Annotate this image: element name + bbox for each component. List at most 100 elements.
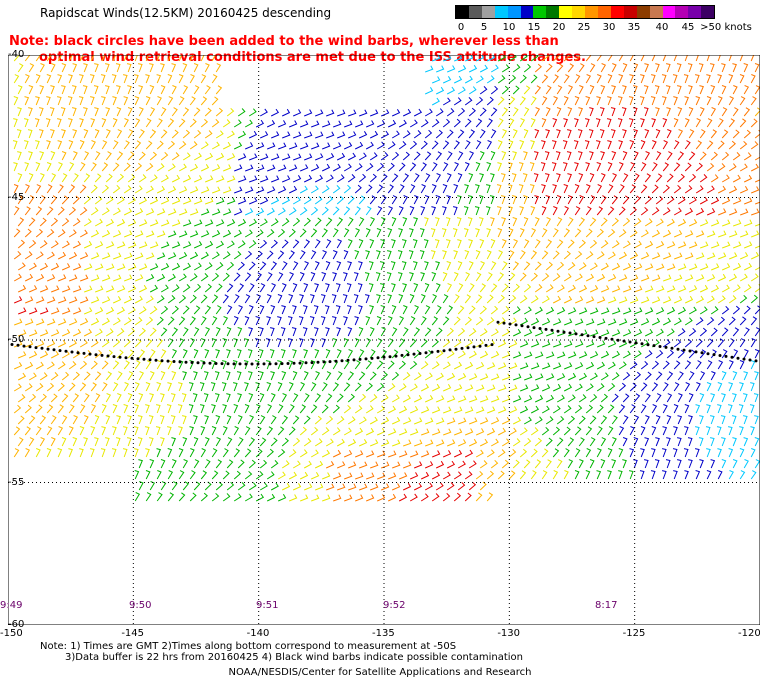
wind-barb: [127, 85, 132, 95]
wind-barb: [562, 162, 568, 172]
wind-barb: [90, 140, 96, 150]
wind-barb: [486, 294, 494, 304]
wind-barb: [673, 162, 681, 172]
wind-barb: [123, 207, 133, 216]
wind-barb: [453, 471, 462, 480]
wind-barb: [454, 55, 463, 62]
wind-barb: [17, 239, 26, 249]
wind-barb: [419, 250, 425, 260]
wind-barb: [325, 438, 334, 447]
wind-barb: [508, 272, 516, 282]
wind-barb: [751, 208, 760, 216]
wind-barb: [409, 228, 414, 238]
wind-barb: [156, 140, 164, 150]
wind-barb: [365, 228, 371, 238]
wind-barb: [216, 175, 225, 183]
wind-barb: [533, 151, 539, 161]
wind-barb: [398, 493, 408, 502]
wind-barb: [711, 219, 720, 227]
wind-barb: [189, 448, 195, 458]
wind-barb: [399, 428, 408, 436]
wind-barb: [585, 448, 592, 458]
wind-barb: [413, 151, 421, 161]
wind-barb: [127, 173, 136, 183]
wind-barb: [420, 294, 426, 304]
wind-barb: [684, 404, 690, 414]
quality-flag-dot: [688, 349, 692, 353]
wind-barb: [326, 131, 335, 139]
wind-barb: [717, 74, 722, 84]
wind-barb: [728, 96, 735, 106]
wind-barb: [91, 274, 100, 282]
wind-barb: [289, 120, 298, 128]
wind-barb: [651, 55, 656, 62]
wind-barb: [39, 151, 45, 161]
wind-barb: [435, 173, 442, 183]
wind-barb: [145, 55, 149, 62]
wind-barb: [145, 185, 154, 194]
wind-barb: [310, 449, 319, 458]
wind-barb: [137, 415, 143, 425]
wind-barb: [167, 382, 172, 392]
wind-barb: [214, 371, 220, 381]
wind-barb: [160, 349, 167, 359]
wind-barb: [490, 239, 496, 249]
quality-flag-dot: [430, 350, 434, 354]
wind-barb: [706, 382, 712, 392]
wind-barb: [607, 206, 615, 216]
wind-barb: [698, 437, 704, 447]
wind-barb: [51, 329, 60, 337]
wind-barb: [705, 426, 711, 436]
wind-barb: [13, 55, 20, 62]
wind-barb: [144, 426, 150, 436]
wind-barb: [326, 109, 335, 117]
footer-note-1: Note: 1) Times are GMT 2)Times along bot…: [40, 641, 457, 652]
wind-barb: [611, 393, 619, 403]
wind-barb: [112, 55, 117, 62]
wind-barb: [435, 108, 444, 117]
scale-label: 35: [627, 22, 641, 33]
wind-barb: [211, 294, 219, 304]
wind-barb: [237, 327, 243, 337]
wind-barb: [523, 329, 533, 337]
wind-barb: [167, 163, 176, 172]
wind-barb: [750, 338, 757, 348]
quality-flag-dot: [328, 360, 332, 364]
quality-flag-dot: [754, 359, 758, 363]
wind-barb: [751, 186, 760, 194]
wind-barb: [332, 185, 341, 194]
wind-barb: [617, 118, 623, 128]
lat-lon-grid: [8, 55, 760, 625]
wind-barb: [578, 85, 584, 95]
wind-barb: [61, 63, 67, 73]
wind-barb: [281, 283, 287, 293]
wind-barb: [79, 184, 87, 194]
wind-barb: [288, 294, 294, 304]
wind-barb: [468, 481, 477, 491]
wind-barb: [50, 129, 55, 139]
wind-barb: [744, 219, 753, 227]
wind-barb: [222, 251, 231, 260]
wind-barb: [94, 195, 103, 205]
wind-barb: [436, 439, 445, 447]
wind-barb: [688, 371, 695, 381]
wind-barb: [365, 427, 375, 436]
wind-barb: [640, 339, 649, 348]
quality-flag-dot: [496, 320, 500, 324]
wind-barb: [710, 196, 720, 205]
wind-barb: [369, 130, 379, 139]
wind-barb: [391, 371, 400, 381]
wind-barb: [303, 283, 309, 293]
wind-barb: [431, 294, 438, 304]
wind-barb: [124, 274, 133, 282]
wind-barb: [645, 285, 654, 293]
wind-barb: [200, 448, 207, 458]
wind-barb: [585, 74, 592, 84]
wind-barb-map: [8, 55, 760, 625]
wind-barb: [398, 294, 404, 304]
wind-barb: [442, 118, 451, 128]
wind-barb: [255, 207, 265, 216]
wind-barb: [255, 229, 264, 238]
wind-barb: [128, 241, 137, 249]
scale-swatch: [533, 6, 547, 18]
